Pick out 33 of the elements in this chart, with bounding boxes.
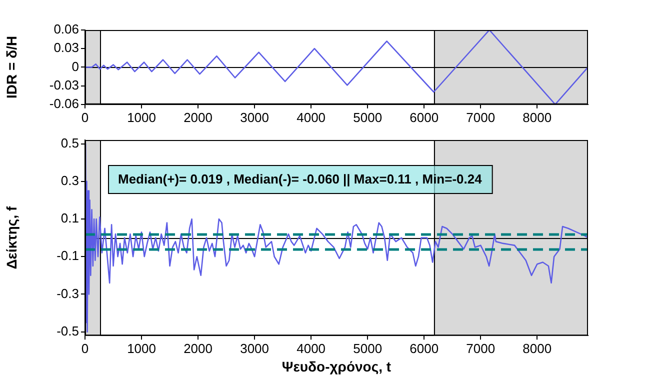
y-tick-label: 0 <box>72 58 79 74</box>
x-tick-label: 0 <box>81 340 89 356</box>
x-tick-label: 6000 <box>410 340 439 356</box>
x-tick-label: 5000 <box>353 110 382 125</box>
x-tick-label: 8000 <box>522 340 552 356</box>
y-tick-label: -0.1 <box>56 248 79 264</box>
x-tick-label: 1000 <box>127 110 156 125</box>
x-tick-label: 6000 <box>410 110 439 125</box>
x-tick-label: 3000 <box>240 110 270 125</box>
x-tick-label: 3000 <box>240 340 270 356</box>
y-tick-label: -0.06 <box>49 96 79 111</box>
x-tick-label: 0 <box>81 110 89 125</box>
y-tick-label: 0.5 <box>60 135 79 150</box>
y-tick-label: -0.5 <box>56 323 79 338</box>
x-axis-title: Ψευδο-χρόνος, t <box>282 358 392 374</box>
x-tick-label: 2000 <box>184 340 212 356</box>
y-tick-label: -0.03 <box>49 77 79 92</box>
x-tick-label: 4000 <box>296 110 326 125</box>
y-tick-label: 0.06 <box>54 22 79 37</box>
y-tick-label: -0.3 <box>56 286 79 301</box>
y-tick-label: 0.3 <box>60 172 79 188</box>
x-tick-label: 7000 <box>466 110 496 125</box>
x-tick-label: 2000 <box>184 110 212 125</box>
x-tick-label: 8000 <box>522 110 552 125</box>
y-tick-label: 0.03 <box>54 40 79 56</box>
x-tick-label: 1000 <box>127 340 156 356</box>
y-tick-label: 0.1 <box>60 210 79 226</box>
y-axis-title: Δείκτης, f <box>3 206 20 270</box>
annotation: Median(+)= 0.019 , Median(-)= -0.060 || Max=0.11 , Min=-0.24 <box>118 172 483 187</box>
y-axis-title: IDR = δ/H <box>3 36 20 98</box>
x-tick-label: 7000 <box>466 340 496 356</box>
x-tick-label: 4000 <box>296 340 326 356</box>
x-tick-label: 5000 <box>353 340 382 356</box>
